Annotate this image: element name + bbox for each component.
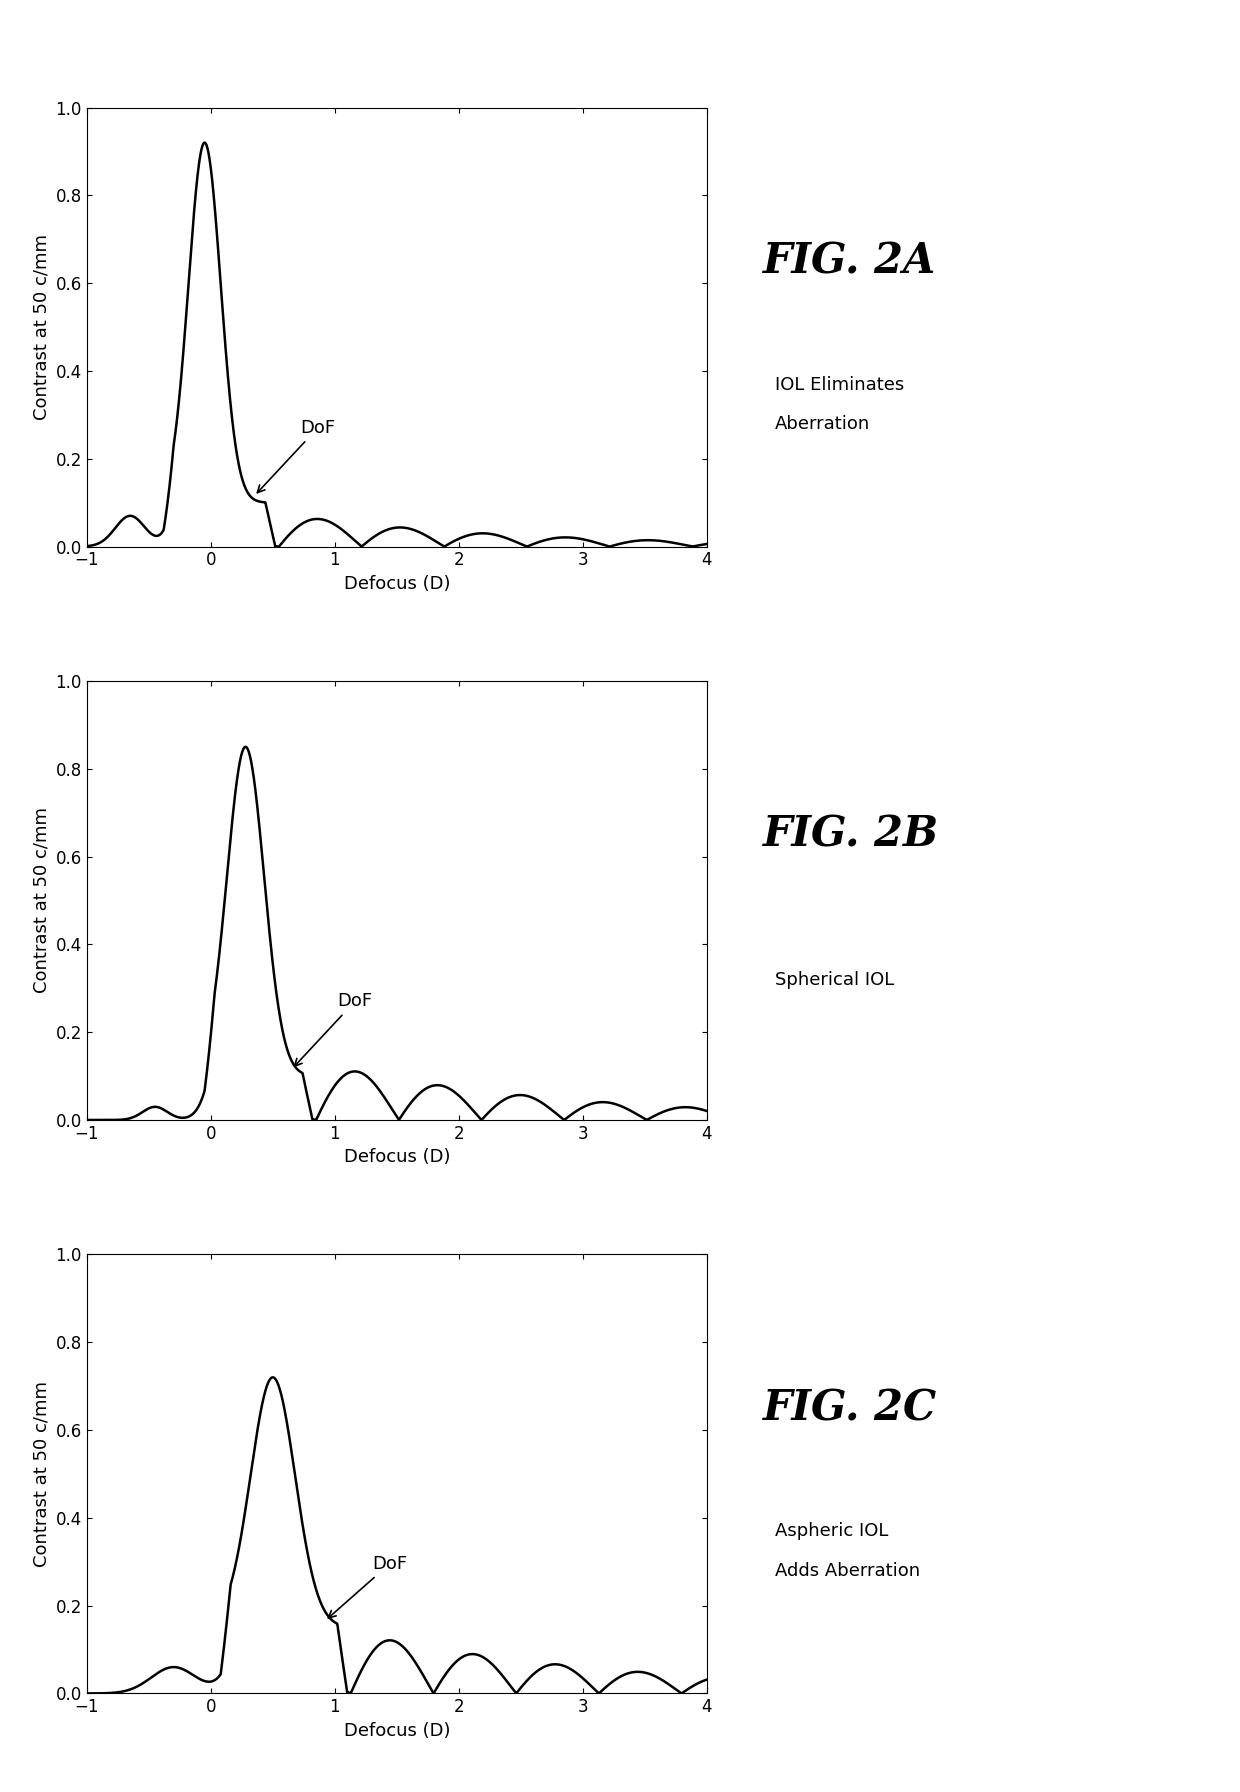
Text: FIG. 2C: FIG. 2C (763, 1387, 936, 1428)
Y-axis label: Contrast at 50 c/mm: Contrast at 50 c/mm (32, 235, 50, 419)
X-axis label: Defocus (D): Defocus (D) (343, 1722, 450, 1740)
Text: IOL Eliminates: IOL Eliminates (775, 376, 904, 394)
Y-axis label: Contrast at 50 c/mm: Contrast at 50 c/mm (32, 808, 50, 993)
Text: DoF: DoF (329, 1555, 407, 1618)
Text: Aberration: Aberration (775, 416, 870, 434)
X-axis label: Defocus (D): Defocus (D) (343, 575, 450, 593)
Text: DoF: DoF (258, 419, 335, 493)
Text: Adds Aberration: Adds Aberration (775, 1563, 920, 1581)
Text: Aspheric IOL: Aspheric IOL (775, 1523, 888, 1541)
Y-axis label: Contrast at 50 c/mm: Contrast at 50 c/mm (32, 1382, 50, 1566)
Text: FIG. 2B: FIG. 2B (763, 814, 939, 855)
Text: Spherical IOL: Spherical IOL (775, 971, 894, 989)
Text: FIG. 2A: FIG. 2A (763, 240, 936, 281)
X-axis label: Defocus (D): Defocus (D) (343, 1149, 450, 1167)
Text: DoF: DoF (295, 993, 372, 1066)
